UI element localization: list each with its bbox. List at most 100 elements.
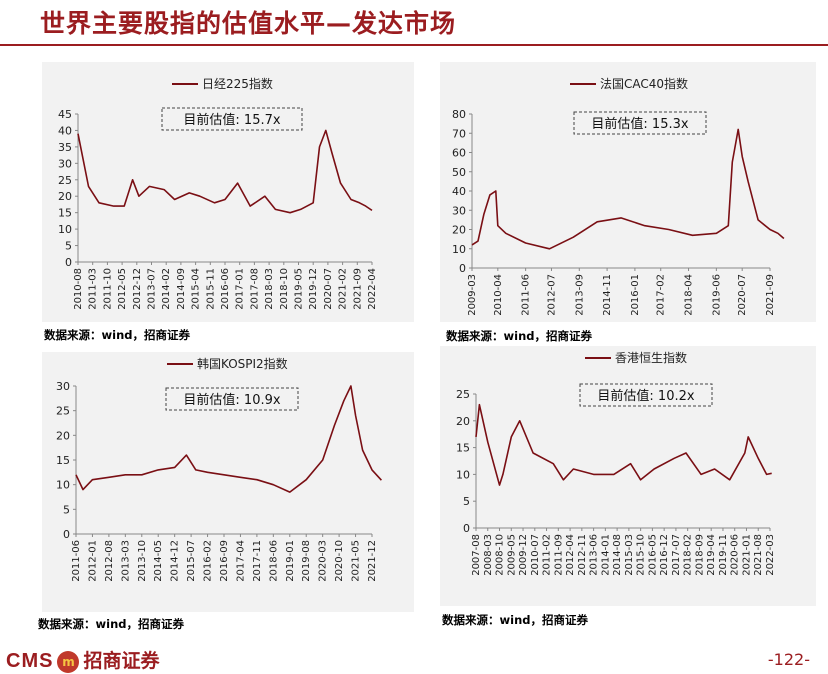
y-tick-label: 10	[58, 223, 72, 236]
x-tick-label: 2015-03	[624, 534, 635, 576]
x-tick-label: 2017-08	[249, 268, 260, 310]
valuation-label: 目前估值: 15.3x	[591, 116, 688, 132]
x-tick-label: 2014-09	[176, 268, 187, 310]
x-tick-label: 2019-12	[308, 268, 319, 310]
y-tick-label: 20	[58, 190, 72, 203]
valuation-label: 目前估值: 15.7x	[183, 112, 280, 128]
y-tick-label: 35	[58, 141, 72, 154]
x-tick-label: 2015-04	[191, 268, 202, 310]
y-tick-label: 30	[452, 204, 466, 217]
y-tick-label: 10	[56, 479, 70, 492]
x-tick-label: 2016-09	[219, 540, 230, 582]
x-tick-label: 2019-11	[718, 534, 729, 576]
cms-logo: CMS m 招商证券	[6, 646, 159, 673]
x-tick-label: 2013-03	[120, 540, 131, 582]
x-tick-label: 2009-12	[518, 534, 529, 576]
x-tick-label: 2009-03	[467, 274, 478, 316]
x-tick-label: 2020-06	[730, 534, 741, 576]
series-line	[471, 128, 785, 250]
x-tick-label: 2021-08	[753, 534, 764, 576]
title-divider	[0, 44, 828, 46]
x-tick-label: 2011-06	[521, 274, 532, 316]
x-tick-label: 2022-04	[367, 268, 378, 310]
x-tick-label: 2019-08	[301, 540, 312, 582]
y-tick-label: 5	[63, 503, 70, 516]
logo-badge-icon: m	[57, 650, 80, 673]
x-tick-label: 2019-01	[285, 540, 296, 582]
y-tick-label: 5	[463, 495, 470, 508]
x-tick-label: 2011-09	[553, 534, 564, 576]
x-tick-label: 2019-04	[706, 534, 717, 576]
y-tick-label: 0	[63, 528, 70, 541]
x-tick-label: 2014-08	[612, 534, 623, 576]
y-tick-label: 30	[58, 157, 72, 170]
x-tick-label: 2017-01	[235, 268, 246, 310]
source-note-kospi: 数据来源：wind，招商证券	[38, 617, 184, 631]
y-tick-label: 45	[58, 108, 72, 121]
x-tick-label: 2021-01	[741, 534, 752, 576]
x-tick-label: 2012-04	[565, 534, 576, 576]
x-tick-label: 2015-07	[186, 540, 197, 582]
x-tick-label: 2016-05	[647, 534, 658, 576]
y-tick-label: 40	[452, 185, 466, 198]
legend-label: 法国CAC40指数	[600, 76, 688, 91]
x-tick-label: 2012-01	[87, 540, 98, 582]
y-tick-label: 10	[456, 468, 470, 481]
y-tick-label: 0	[459, 262, 466, 275]
valuation-label: 目前估值: 10.2x	[597, 388, 694, 404]
x-tick-label: 2018-04	[684, 274, 695, 316]
kospi-chart: 0 5 10 15 20 25 30 2011-06 2012-01 2012-08 2013-03…	[56, 356, 382, 582]
x-tick-label: 2014-01	[600, 534, 611, 576]
x-tick-label: 2022-03	[765, 534, 776, 576]
x-tick-label: 2017-07	[671, 534, 682, 576]
x-tick-label: 2014-11	[602, 274, 613, 316]
y-tick-label: 80	[452, 108, 466, 121]
x-tick-label: 2013-09	[574, 274, 585, 316]
valuation-box	[579, 383, 713, 407]
y-tick-label: 25	[456, 388, 470, 401]
source-note-nikkei: 数据来源：wind，招商证券	[44, 328, 190, 342]
x-tick-label: 2011-06	[71, 540, 82, 582]
y-tick-label: 25	[58, 174, 72, 187]
x-tick-label: 2012-08	[104, 540, 115, 582]
x-tick-label: 2018-06	[268, 540, 279, 582]
x-tick-label: 2012-12	[132, 268, 143, 310]
x-tick-label: 2008-03	[483, 534, 494, 576]
x-tick-label: 2018-10	[279, 268, 290, 310]
source-note-hangseng: 数据来源：wind，招商证券	[442, 613, 588, 627]
valuation-box	[161, 107, 303, 131]
nikkei-chart: 0 5 10 15 20 25 30 35 40 45 2010-08 2011-03 2011-10 2…	[58, 76, 378, 310]
valuation-box	[165, 387, 299, 411]
x-tick-label: 2009-05	[506, 534, 517, 576]
x-tick-label: 2015-10	[636, 534, 647, 576]
x-tick-label: 2018-09	[694, 534, 705, 576]
x-tick-label: 2013-06	[589, 534, 600, 576]
y-tick-label: 0	[463, 522, 470, 535]
y-tick-label: 40	[58, 124, 72, 137]
x-tick-label: 2012-11	[577, 534, 588, 576]
x-tick-label: 2008-10	[495, 534, 506, 576]
chart-panel-kospi: 0 5 10 15 20 25 30 2011-06 2012-01 2012-08 2013-03…	[42, 352, 414, 612]
y-tick-label: 10	[452, 243, 466, 256]
x-tick-label: 2010-07	[530, 534, 541, 576]
x-tick-label: 2010-04	[493, 274, 504, 316]
legend-label: 香港恒生指数	[615, 350, 687, 365]
page-title: 世界主要股指的估值水平—发达市场	[40, 9, 457, 38]
x-tick-label: 2013-10	[137, 540, 148, 582]
legend-label: 日经225指数	[202, 76, 273, 91]
x-tick-label: 2013-07	[147, 268, 158, 310]
x-tick-label: 2007-08	[471, 534, 482, 576]
x-tick-label: 2021-02	[338, 268, 349, 310]
x-tick-label: 2011-10	[102, 268, 113, 310]
y-tick-label: 60	[452, 147, 466, 160]
y-tick-label: 25	[56, 405, 70, 418]
x-tick-label: 2021-09	[352, 268, 363, 310]
x-tick-label: 2016-02	[203, 540, 214, 582]
x-tick-label: 2020-07	[323, 268, 334, 310]
x-tick-label: 2018-03	[264, 268, 275, 310]
chart-panel-cac40: 0 10 20 30 40 50 60 70 80 2009-03 2010-04 2011-06 20…	[440, 62, 816, 322]
x-tick-label: 2021-12	[367, 540, 378, 582]
x-tick-label: 2014-12	[170, 540, 181, 582]
x-tick-label: 2020-10	[334, 540, 345, 582]
